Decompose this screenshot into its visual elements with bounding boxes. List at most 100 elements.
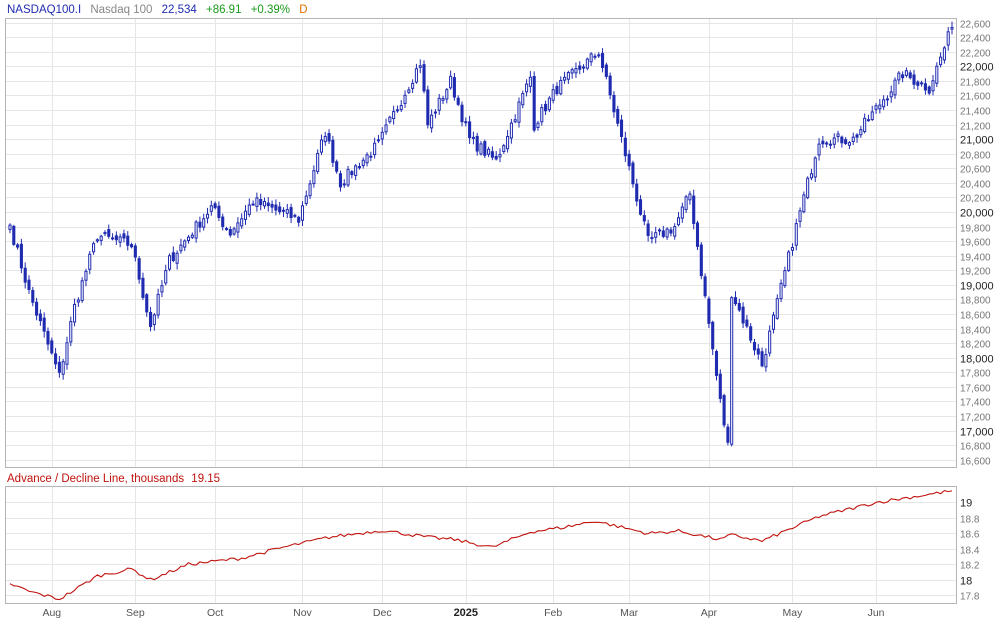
candle [544,100,548,115]
candle [490,146,494,161]
date-axis-tick: Nov [293,607,312,619]
candle [426,85,430,129]
price-axis-tick: 21,800 [960,78,991,89]
candle-body [551,89,555,101]
candle [559,76,563,96]
candle-body [141,277,145,298]
candle-body [764,354,768,368]
candle [384,118,388,135]
candle-body [23,267,27,283]
candle-body [920,82,924,85]
candle [942,45,946,64]
candle-body [338,173,343,188]
candle [555,82,559,96]
price-axis-tick: 19,800 [960,224,991,235]
candle [468,115,472,144]
candle [23,262,27,289]
candle-body [741,306,745,324]
candle [722,393,726,428]
candle [186,235,191,244]
candle-body [540,107,544,123]
candle-body [183,240,187,248]
date-axis-labels: Aug Sep Oct Nov Dec 2025 Feb Mar Apr May Jun [42,607,884,619]
candle [445,87,449,104]
candle-body [323,135,327,143]
candle [251,200,255,206]
candle-body [707,298,711,324]
chart-header: NASDAQ100.I Nasdaq 100 22,534 +86.91 +0.… [7,4,308,16]
indicator-label: Advance / Decline Line, thousands [7,473,184,485]
candle-body [175,252,179,264]
candle [107,224,111,239]
candle [209,200,213,216]
candle-body [19,243,23,269]
candle-body [411,82,415,89]
candle-body [194,221,198,239]
candle-body [897,72,901,81]
date-axis-tick: May [783,607,804,619]
candle [844,137,848,145]
candle [42,312,46,338]
candle [908,70,912,80]
candle [532,71,536,133]
candle [152,312,156,331]
candle-body [574,68,578,74]
grid-layer [6,19,956,603]
indicator-panel-frame [5,486,957,604]
candle [889,85,893,103]
candle [627,149,631,171]
candlestick-series [8,21,954,447]
candle-body [50,340,54,354]
candle-body [779,282,783,300]
candle-body [555,85,559,95]
candle [262,197,267,209]
candle-body [240,218,244,227]
candle [433,109,437,119]
candle [775,294,779,320]
candle-body [836,133,840,137]
candle [787,250,791,273]
candle [205,207,210,224]
candle-body [228,229,232,236]
candle [912,69,916,90]
candle-body [418,65,422,68]
candle [669,226,673,237]
candle-body [69,321,73,343]
candle [118,233,122,248]
date-axis-tick: Apr [701,607,718,619]
candle-body [384,124,388,133]
candle [589,52,593,66]
candle [392,105,396,125]
candle [422,60,426,94]
candle-body [904,70,908,76]
candle-body [657,229,662,232]
candle [156,288,160,319]
candle [513,114,517,124]
candle-body [205,213,210,219]
candle-body [92,243,96,253]
candle [449,70,453,90]
candle-body [840,136,844,144]
candle-body [806,177,810,199]
candle-body [152,314,156,326]
candle [240,213,244,229]
candle [760,347,764,368]
candle-body [312,170,316,185]
price-axis-tick: 20,000 [960,208,994,220]
candle-body [236,222,240,233]
candle-body [733,297,738,305]
candle-body [430,114,434,129]
candle [342,179,346,188]
candle [817,138,821,161]
candle [878,99,882,114]
candle [509,118,513,144]
candle [612,91,616,118]
candle-body [103,232,107,235]
candle-body [832,137,836,145]
candle-body [828,143,832,146]
candle-body [714,351,719,376]
date-axis-tick: Oct [207,607,223,619]
candle [164,264,168,286]
candle [851,132,855,146]
candle [281,207,286,217]
